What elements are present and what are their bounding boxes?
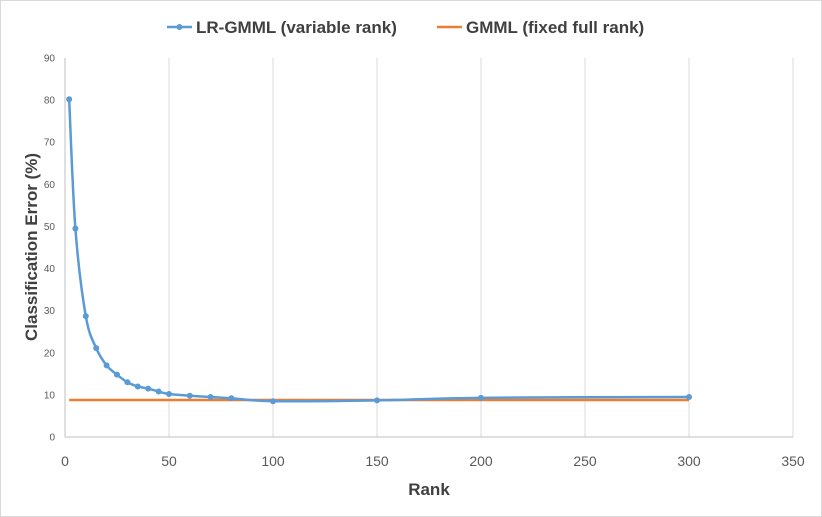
x-tick-label: 150 (365, 453, 389, 469)
x-tick-label: 0 (61, 453, 69, 469)
series-0 (66, 96, 692, 405)
x-axis-title: Rank (408, 480, 450, 499)
data-point (686, 393, 692, 400)
data-point (145, 385, 152, 392)
legend-label-lr-gmml: LR-GMML (variable rank) (196, 18, 397, 37)
data-point (134, 383, 141, 390)
y-tick-label: 30 (44, 306, 56, 317)
data-point (82, 313, 89, 320)
tick-labels: 0 50 100 150 200 250 300 350 0 10 20 30 40 50 60 70 80 90 (44, 54, 805, 470)
y-tick-label: 60 (44, 180, 56, 191)
series-line (67, 99, 690, 403)
y-tick-label: 40 (44, 264, 56, 275)
data-point (93, 345, 100, 352)
y-tick-label: 0 (49, 433, 55, 444)
x-tick-label: 350 (781, 453, 805, 469)
y-axis-title: Classification Error (%) (22, 153, 41, 341)
data-point (166, 391, 172, 398)
y-tick-label: 90 (44, 54, 56, 65)
data-point (228, 395, 235, 402)
data-point (207, 393, 214, 400)
gridlines (64, 58, 794, 438)
data-point (114, 371, 120, 378)
data-point (478, 394, 484, 401)
legend: LR-GMML (variable rank) GMML (fixed full… (167, 18, 644, 37)
y-tick-label: 20 (44, 348, 56, 359)
series-lines (66, 96, 692, 405)
data-point (72, 225, 79, 232)
legend-item-lr-gmml: LR-GMML (variable rank) (167, 18, 397, 37)
x-tick-label: 200 (469, 453, 493, 469)
legend-marker-lr-gmml (176, 24, 183, 30)
x-tick-label: 50 (161, 453, 177, 469)
x-tick-label: 300 (677, 453, 701, 469)
y-tick-label: 10 (44, 390, 56, 401)
data-point (186, 392, 193, 399)
legend-label-gmml: GMML (fixed full rank) (466, 18, 644, 37)
data-point (103, 362, 110, 369)
data-point (124, 379, 131, 386)
x-tick-label: 250 (573, 453, 597, 469)
data-point (66, 96, 73, 103)
data-point (270, 398, 276, 405)
data-point (155, 388, 162, 395)
y-tick-label: 70 (44, 138, 56, 149)
legend-item-gmml: GMML (fixed full rank) (437, 18, 644, 37)
data-point (374, 397, 380, 404)
y-tick-label: 80 (44, 96, 56, 107)
y-tick-label: 50 (44, 222, 56, 233)
x-tick-label: 100 (261, 453, 285, 469)
